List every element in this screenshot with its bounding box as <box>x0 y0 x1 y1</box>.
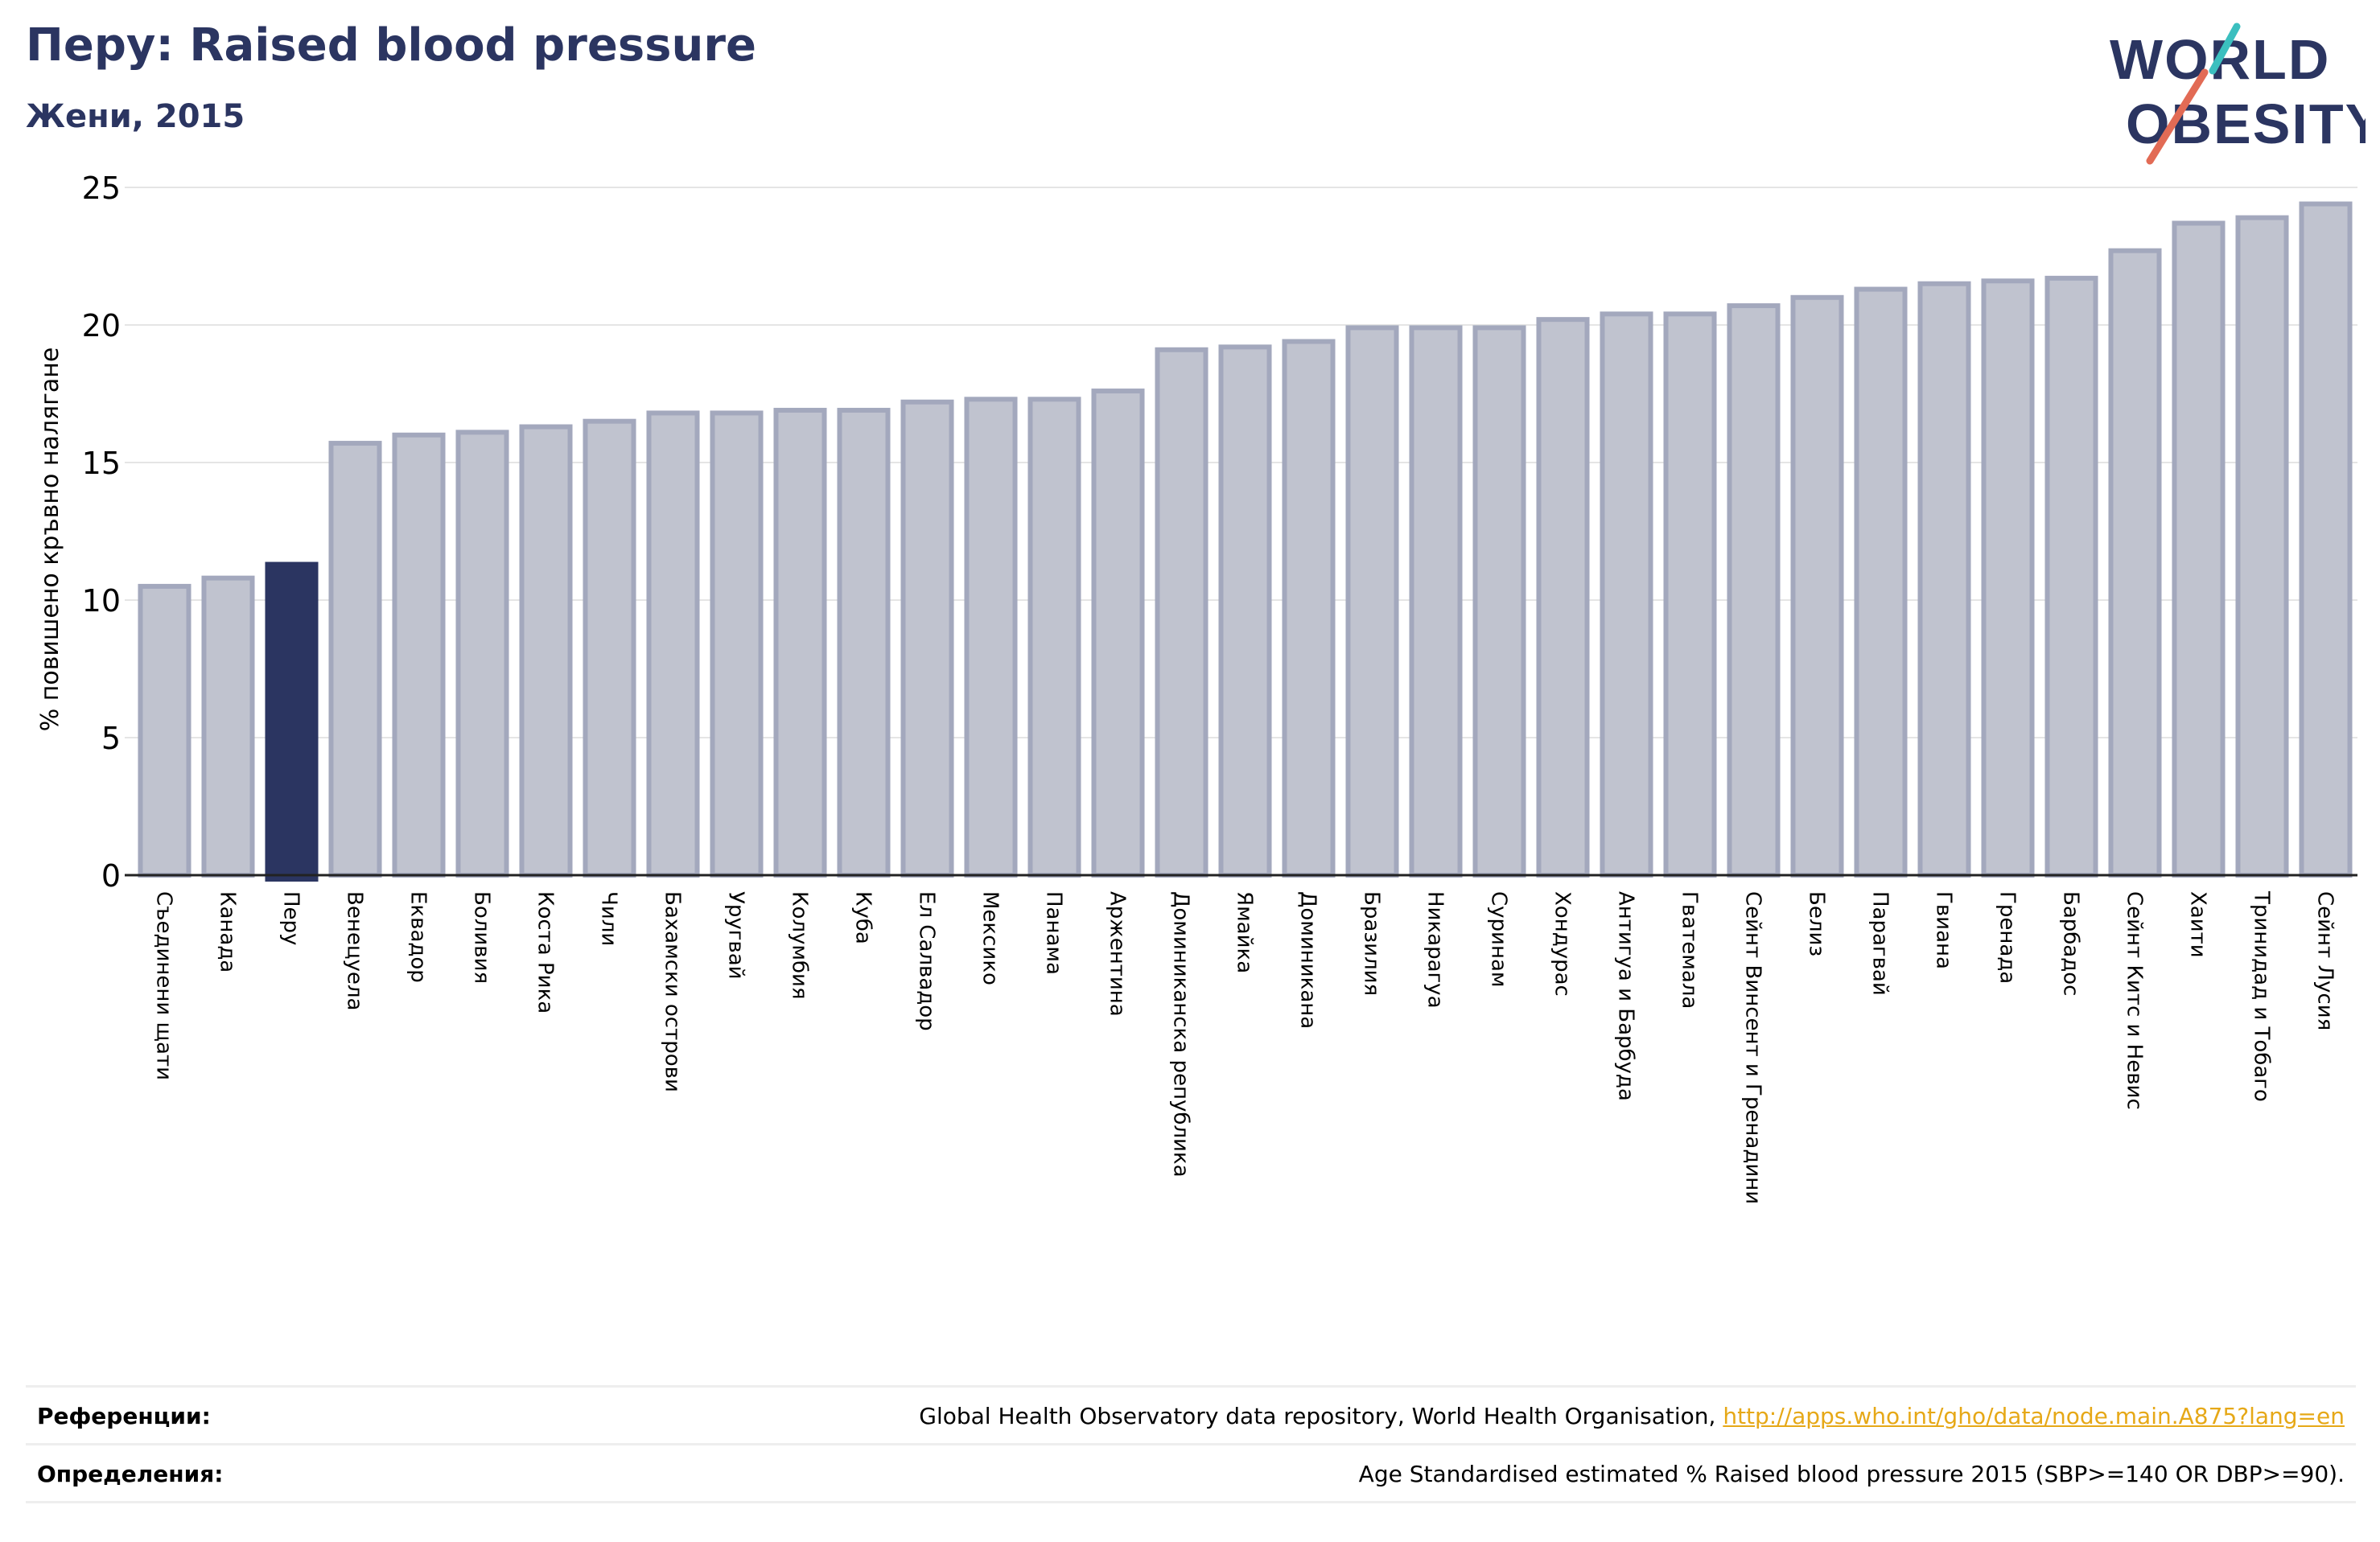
x-tick-label: Боливия <box>470 891 494 984</box>
definitions-text: Age Standardised estimated % Raised bloo… <box>1358 1460 2345 1487</box>
bar <box>646 410 700 878</box>
y-tick-label: 10 <box>82 583 121 619</box>
x-tick-label: Доминиканска република <box>1169 891 1193 1178</box>
x-tick-label: Хондурас <box>1550 891 1575 997</box>
bar <box>1282 339 1336 878</box>
x-tick-label: Сейнт Винсент и Гренадини <box>1741 891 1765 1204</box>
bar <box>1218 344 1272 878</box>
x-tick-label: Гватемала <box>1678 891 1702 1009</box>
bar <box>519 424 573 878</box>
bar-highlighted <box>265 561 319 882</box>
references-value: Global Health Observatory data repositor… <box>919 1403 2356 1429</box>
bar <box>455 430 509 878</box>
y-tick-label: 15 <box>82 446 121 481</box>
x-tick-label: Еквадор <box>406 891 430 983</box>
bar <box>1600 311 1653 878</box>
definitions-row: Определения: Age Standardised estimated … <box>26 1443 2356 1502</box>
bar <box>773 408 827 878</box>
x-tick-label: Гренада <box>1995 891 2020 984</box>
logo-slash-teal <box>2209 23 2241 75</box>
x-tick-label: Колумбия <box>788 891 812 1000</box>
x-tick-label: Хаити <box>2186 891 2210 958</box>
bar <box>1663 311 1717 878</box>
x-tick-label: Мексико <box>978 891 1003 985</box>
references-row: Референции: Global Health Observatory da… <box>26 1385 2356 1444</box>
x-tick-label: Белиз <box>1805 891 1829 956</box>
x-tick-label: Ямайка <box>1233 891 1257 973</box>
y-tick-label: 5 <box>101 721 121 756</box>
x-tick-label: Перу <box>279 891 303 945</box>
logo-slash-coral <box>2146 68 2209 165</box>
bar <box>900 399 954 878</box>
footer-divider <box>26 1501 2356 1503</box>
x-axis-labels: Съединени щати Канада Перу Венецуела Еквадор… <box>152 890 2337 1204</box>
x-tick-label: Гвиана <box>1932 891 1956 969</box>
bars <box>138 201 2353 882</box>
bar <box>1091 389 1145 878</box>
bar <box>1027 397 1081 878</box>
bar <box>1854 286 1908 878</box>
x-tick-label: Барбадос <box>2059 891 2083 996</box>
x-tick-label: Канада <box>216 891 240 972</box>
y-axis-label: % повишено кръвно налягане <box>36 347 64 732</box>
x-tick-label: Чили <box>597 891 621 946</box>
x-tick-label: Суринам <box>1487 891 1511 988</box>
bar <box>328 441 382 878</box>
x-tick-label: Бахамски острови <box>661 891 685 1092</box>
bar <box>392 432 446 878</box>
bar <box>2108 248 2162 878</box>
y-axis-ticks: 0 5 10 15 20 25 <box>82 171 121 894</box>
x-tick-label: Уругвай <box>724 891 748 980</box>
bar <box>2235 215 2289 878</box>
bar <box>2299 201 2353 878</box>
bar <box>138 583 191 878</box>
bar <box>1472 325 1526 878</box>
x-tick-label: Куба <box>851 891 875 944</box>
x-tick-label: Аржентина <box>1106 891 1130 1017</box>
bar <box>1536 317 1590 878</box>
bar <box>1155 347 1209 878</box>
references-text: Global Health Observatory data repositor… <box>919 1402 1723 1429</box>
logo-word-obesity: OBESITY <box>2126 93 2366 155</box>
bar <box>2044 275 2098 878</box>
x-tick-label: Панама <box>1042 891 1066 975</box>
bar <box>1981 278 2035 878</box>
world-obesity-logo: WORLD OBESITY <box>2110 23 2366 165</box>
x-tick-label: Тринидад и Тобаго <box>2250 890 2274 1102</box>
chart-subtitle: Жени, 2015 <box>26 98 245 135</box>
definitions-label: Определения: <box>37 1460 224 1487</box>
bar <box>1727 303 1781 878</box>
x-tick-label: Сейнт Китс и Невис <box>2123 891 2147 1110</box>
x-tick-label: Съединени щати <box>152 891 176 1080</box>
bar <box>964 397 1018 878</box>
x-tick-label: Никарагуа <box>1423 891 1447 1009</box>
bar <box>1409 325 1463 878</box>
y-tick-label: 20 <box>82 308 121 343</box>
chart-title: Перу: Raised blood pressure <box>26 19 756 72</box>
references-label: Референции: <box>37 1402 211 1429</box>
bar <box>1917 281 1971 878</box>
x-tick-label: Бразилия <box>1360 891 1384 996</box>
bar <box>837 408 891 878</box>
x-tick-label: Парагвай <box>1868 891 1892 996</box>
bar <box>1345 325 1399 878</box>
x-tick-label: Доминикана <box>1296 891 1320 1029</box>
bar-chart: 0 5 10 15 20 25 Съединени щати Канада Перу Венец… <box>36 171 2357 1204</box>
x-tick-label: Коста Рика <box>533 891 558 1014</box>
bar <box>201 575 255 878</box>
references-link[interactable]: http://apps.who.int/gho/data/node.main.A… <box>1723 1402 2345 1429</box>
x-tick-label: Сейнт Лусия <box>2313 891 2337 1030</box>
y-tick-label: 0 <box>101 858 121 894</box>
x-tick-label: Венецуела <box>343 891 367 1010</box>
x-tick-label: Ел Салвадор <box>915 891 939 1031</box>
bar <box>583 418 636 878</box>
y-tick-label: 25 <box>82 171 121 206</box>
x-tick-label: Антигуа и Барбуда <box>1614 891 1638 1101</box>
bar <box>2172 220 2226 878</box>
bar <box>1790 294 1844 878</box>
bar <box>710 410 764 878</box>
